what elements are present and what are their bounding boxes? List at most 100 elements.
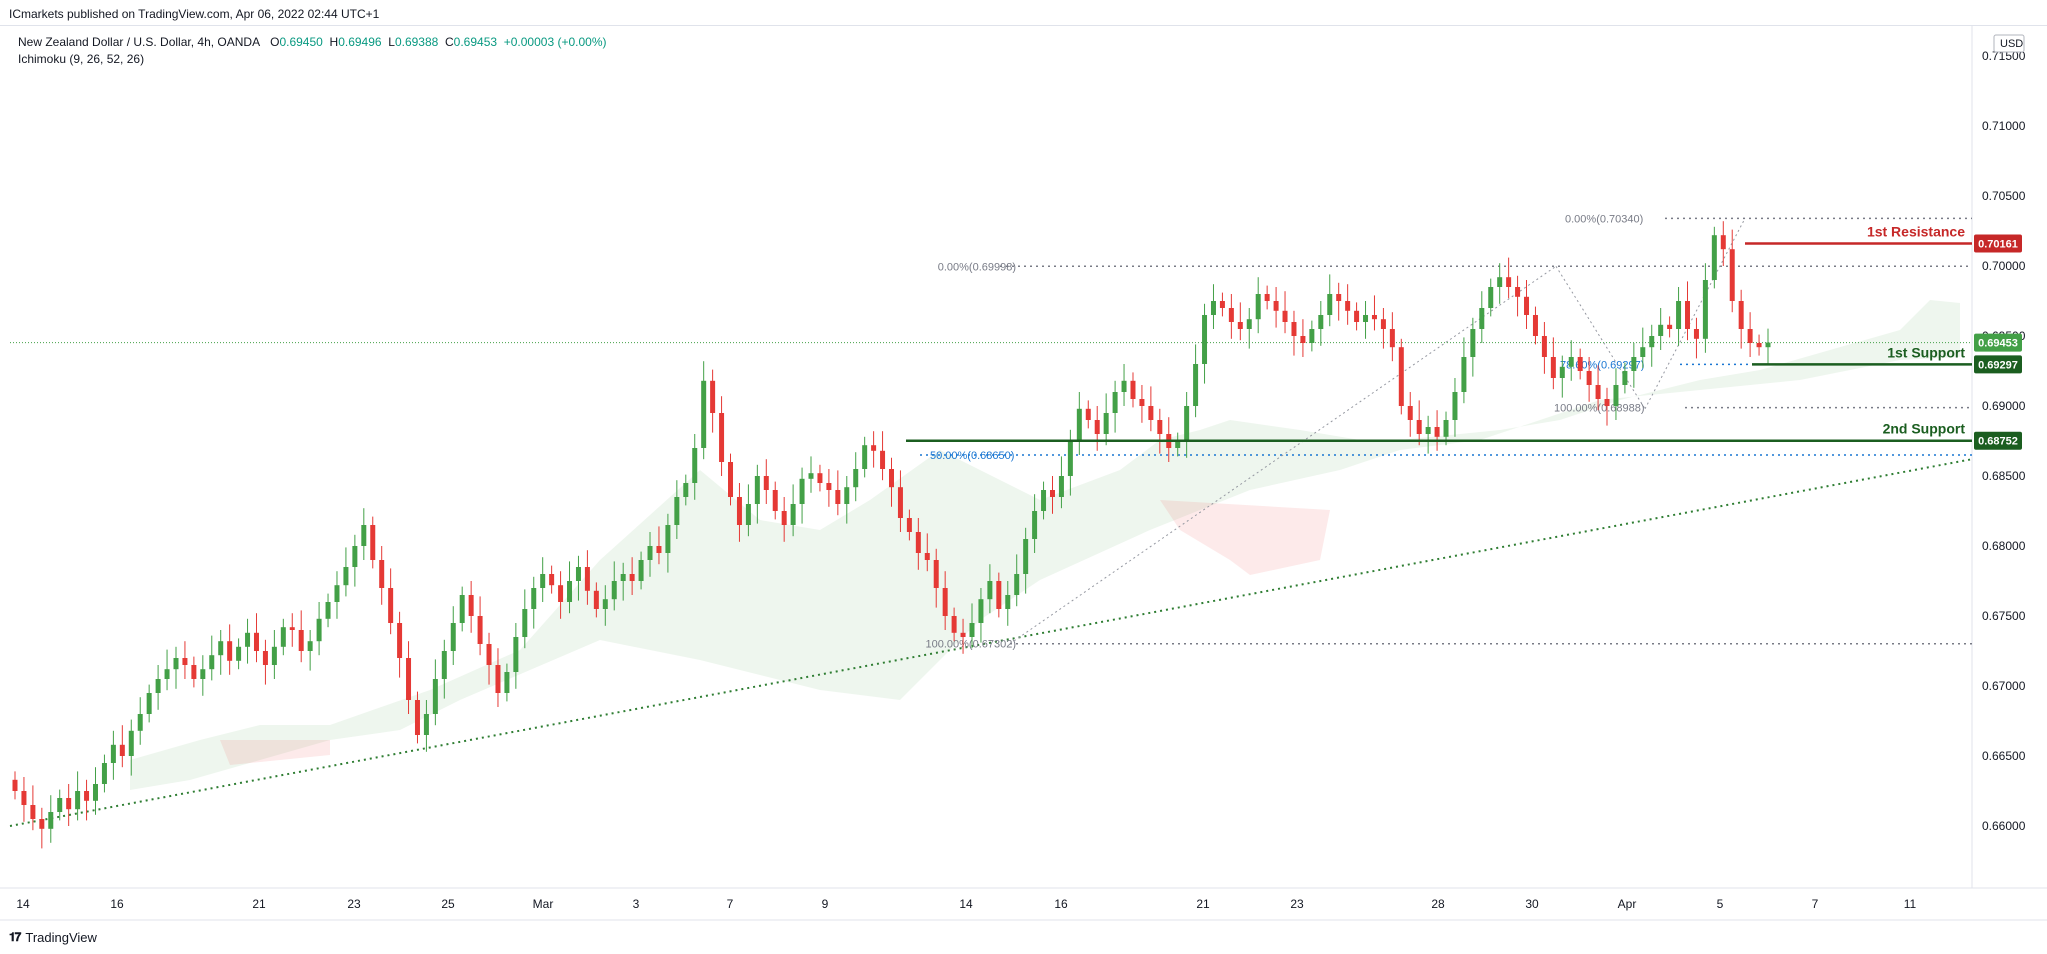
candle-body[interactable] — [423, 714, 429, 735]
candle-body[interactable] — [1720, 235, 1726, 250]
candle-body[interactable] — [1667, 324, 1673, 329]
candle-body[interactable] — [173, 658, 179, 670]
candle-body[interactable] — [772, 490, 778, 511]
candle-body[interactable] — [1282, 310, 1288, 322]
candle-body[interactable] — [754, 476, 760, 504]
candle-body[interactable] — [1058, 476, 1064, 497]
candle-body[interactable] — [66, 798, 72, 810]
indicator-legend[interactable]: Ichimoku (9, 26, 52, 26) — [18, 52, 145, 66]
candle-body[interactable] — [1470, 329, 1476, 357]
candle-body[interactable] — [146, 693, 152, 714]
candle-body[interactable] — [1255, 294, 1261, 320]
candle-body[interactable] — [271, 646, 277, 665]
candle-body[interactable] — [227, 641, 233, 661]
candle-body[interactable] — [924, 553, 930, 560]
candle-body[interactable] — [906, 518, 912, 532]
candle-body[interactable] — [262, 651, 268, 665]
candle-body[interactable] — [1103, 413, 1109, 434]
candle-body[interactable] — [1318, 315, 1324, 329]
candle-body[interactable] — [1425, 427, 1431, 434]
candle-body[interactable] — [1747, 329, 1753, 343]
candle-body[interactable] — [191, 665, 197, 679]
candle-body[interactable] — [155, 679, 161, 693]
candle-body[interactable] — [692, 448, 698, 483]
candle-body[interactable] — [1380, 319, 1386, 329]
candle-body[interactable] — [1327, 294, 1333, 315]
candle-body[interactable] — [933, 560, 939, 588]
tradingview-brand[interactable]: 𝟏𝟕 TradingView — [9, 930, 97, 945]
candle-body[interactable] — [593, 590, 599, 609]
candle-body[interactable] — [495, 665, 501, 693]
candle-body[interactable] — [1685, 301, 1691, 329]
candle-body[interactable] — [602, 599, 608, 609]
candle-body[interactable] — [397, 623, 403, 658]
candle-body[interactable] — [1219, 301, 1225, 308]
candle-body[interactable] — [1595, 385, 1601, 399]
candle-body[interactable] — [567, 581, 573, 602]
candle-body[interactable] — [48, 812, 54, 829]
candle-body[interactable] — [862, 445, 868, 469]
candle-body[interactable] — [1604, 399, 1610, 406]
candle-body[interactable] — [200, 669, 206, 679]
candle-body[interactable] — [808, 473, 814, 479]
candle-body[interactable] — [558, 585, 564, 602]
candle-body[interactable] — [844, 487, 850, 504]
candle-body[interactable] — [504, 672, 510, 693]
candle-body[interactable] — [164, 669, 170, 679]
candle-body[interactable] — [1309, 329, 1315, 343]
candle-body[interactable] — [1631, 357, 1637, 371]
candle-body[interactable] — [817, 473, 823, 483]
candle-body[interactable] — [209, 655, 215, 670]
candle-body[interactable] — [701, 380, 707, 448]
candle-body[interactable] — [1649, 336, 1655, 348]
candle-body[interactable] — [325, 602, 331, 619]
candle-body[interactable] — [1228, 308, 1234, 322]
candle-body[interactable] — [245, 632, 251, 647]
candle-body[interactable] — [1085, 408, 1091, 420]
candle-body[interactable] — [915, 532, 921, 553]
candle-body[interactable] — [119, 744, 125, 756]
candle-body[interactable] — [39, 819, 45, 829]
symbol-name[interactable]: New Zealand Dollar / U.S. Dollar, 4h, OA… — [18, 35, 261, 49]
candle-body[interactable] — [101, 763, 107, 784]
candle-body[interactable] — [763, 476, 769, 490]
candle-body[interactable] — [1112, 392, 1118, 413]
candle-body[interactable] — [289, 627, 295, 630]
candle-body[interactable] — [1416, 420, 1422, 434]
candle-body[interactable] — [1157, 420, 1163, 434]
candle-body[interactable] — [1524, 296, 1530, 315]
candle-body[interactable] — [942, 588, 948, 616]
candle-body[interactable] — [441, 651, 447, 679]
currency-box[interactable] — [1993, 34, 2025, 53]
candle-body[interactable] — [307, 641, 313, 651]
candle-body[interactable] — [12, 779, 18, 791]
candle-body[interactable] — [826, 483, 832, 490]
candle-body[interactable] — [531, 588, 537, 609]
candle-body[interactable] — [379, 560, 385, 588]
candle-body[interactable] — [1210, 301, 1216, 315]
candle-body[interactable] — [1532, 315, 1538, 336]
candle-body[interactable] — [1676, 301, 1682, 329]
candle-body[interactable] — [799, 478, 805, 504]
candle-body[interactable] — [1193, 364, 1199, 406]
candle-body[interactable] — [1389, 329, 1395, 348]
candle-body[interactable] — [728, 462, 734, 497]
candle-body[interactable] — [1076, 408, 1082, 441]
candle-body[interactable] — [1568, 357, 1574, 367]
candle-body[interactable] — [1023, 539, 1029, 574]
candle-body[interactable] — [1738, 301, 1744, 329]
candle-body[interactable] — [1398, 347, 1404, 406]
candle-body[interactable] — [611, 581, 617, 600]
ascending-trendline[interactable] — [9, 458, 1973, 827]
candle-body[interactable] — [513, 637, 519, 672]
candle-body[interactable] — [1094, 420, 1100, 434]
candle-body[interactable] — [1407, 406, 1413, 420]
candle-body[interactable] — [388, 588, 394, 623]
candle-body[interactable] — [1765, 342, 1771, 348]
candle-body[interactable] — [1559, 366, 1565, 378]
candle-body[interactable] — [1354, 310, 1360, 322]
candle-body[interactable] — [414, 700, 420, 735]
candle-body[interactable] — [128, 730, 134, 756]
candle-body[interactable] — [1658, 324, 1664, 336]
candle-body[interactable] — [1175, 441, 1181, 448]
